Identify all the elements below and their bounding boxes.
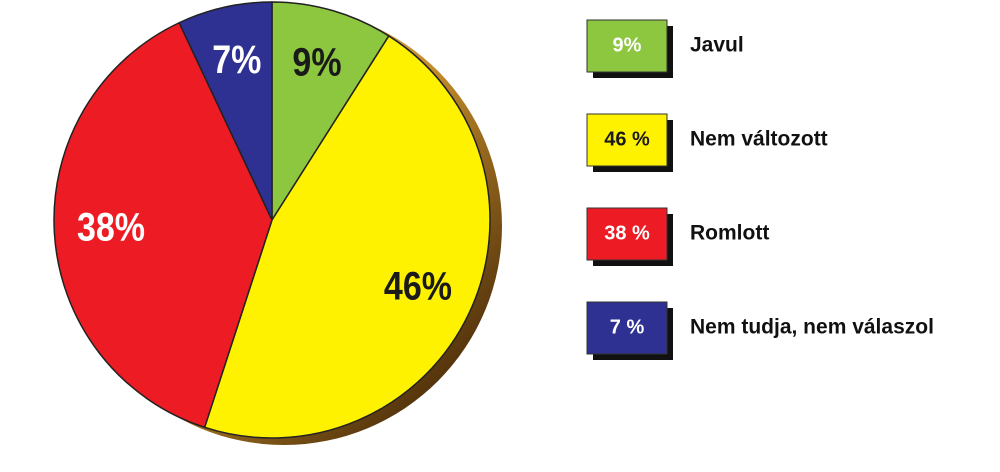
- slice-label: 46%: [384, 263, 452, 308]
- legend-label: Javul: [690, 34, 744, 57]
- legend-value: 46 %: [604, 128, 650, 150]
- pie-slice: [271, 1, 390, 223]
- legend-swatch: [586, 113, 668, 167]
- legend-swatch: [586, 19, 668, 73]
- legend-value: 7 %: [610, 316, 645, 338]
- legend-label: Nem változott: [690, 128, 828, 151]
- legend-swatch: [586, 301, 668, 355]
- slice-label: 7%: [212, 37, 261, 82]
- legend-value: 38 %: [604, 222, 650, 244]
- slice-label: 9%: [292, 39, 341, 84]
- legend-value: 9%: [613, 34, 642, 56]
- pie-slice: [203, 34, 491, 439]
- legend-swatch: [586, 207, 668, 261]
- pie-slice: [178, 1, 273, 221]
- legend-label: Romlott: [690, 222, 769, 245]
- slice-label: 38%: [77, 204, 145, 249]
- pie-slice: [53, 21, 273, 429]
- legend-label: Nem tudja, nem válaszol: [690, 316, 934, 339]
